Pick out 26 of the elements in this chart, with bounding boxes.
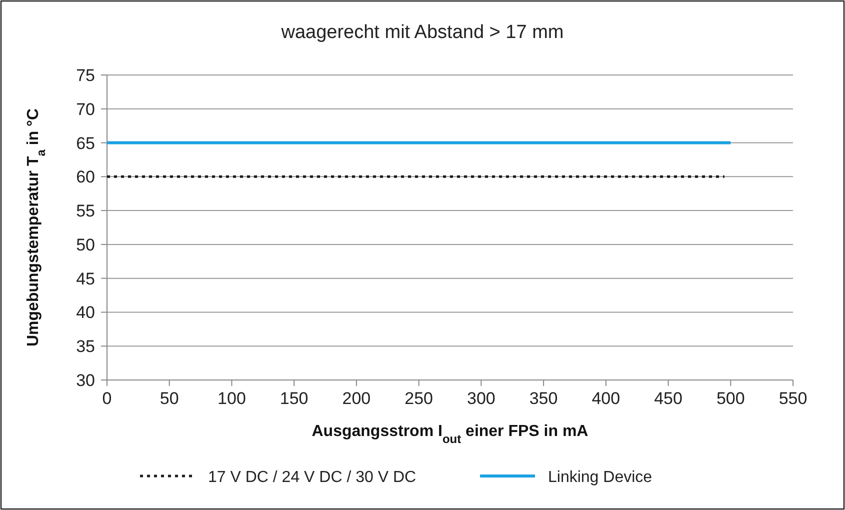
legend-label: 17 V DC / 24 V DC / 30 V DC	[208, 469, 416, 486]
x-tick-label: 450	[654, 389, 682, 408]
legend-label: Linking Device	[548, 469, 652, 486]
x-tick-label: 100	[218, 389, 246, 408]
x-tick-label: 350	[529, 389, 558, 408]
y-tick-label: 35	[76, 337, 95, 356]
x-tick-label: 300	[466, 389, 496, 408]
x-tick-label: 50	[160, 389, 179, 408]
y-tick-label: 40	[76, 303, 95, 322]
y-tick-label: 50	[76, 235, 95, 254]
y-tick-label: 70	[76, 100, 95, 119]
x-tick-label: 200	[342, 389, 371, 408]
x-tick-label: 250	[404, 389, 434, 408]
y-tick-label: 75	[76, 66, 95, 85]
x-tick-label: 400	[592, 389, 620, 408]
x-tick-label: 150	[280, 389, 308, 408]
chart-title: waagerecht mit Abstand > 17 mm	[280, 22, 564, 43]
y-tick-label: 55	[76, 202, 95, 221]
y-tick-label: 60	[76, 168, 95, 187]
x-tick-label: 0	[102, 389, 112, 408]
x-axis-title: Ausgangsstrom I$_{out}$ einer FPS in mA	[312, 423, 589, 446]
x-tick-label: 550	[778, 389, 808, 408]
y-tick-label: 65	[76, 134, 95, 153]
y-tick-label: 30	[76, 371, 95, 390]
y-tick-label: 45	[76, 269, 95, 288]
x-tick-label: 500	[716, 389, 745, 408]
